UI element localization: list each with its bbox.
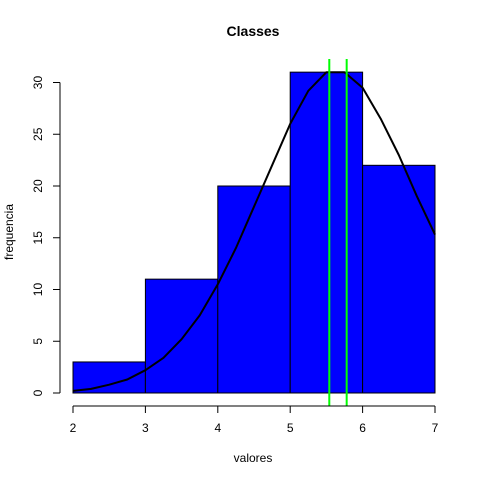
x-tick-label-6: 6 bbox=[359, 421, 366, 435]
y-tick-label-25: 25 bbox=[31, 127, 45, 141]
x-tick-label-3: 3 bbox=[142, 421, 149, 435]
y-tick-label-15: 15 bbox=[31, 231, 45, 245]
y-tick-label-10: 10 bbox=[31, 283, 45, 297]
y-axis-label: frequencia bbox=[2, 204, 16, 260]
y-tick-label-0: 0 bbox=[31, 389, 45, 396]
x-tick-label-4: 4 bbox=[214, 421, 221, 435]
y-axis: 0 5 10 15 20 25 30 bbox=[31, 76, 61, 396]
x-axis: 2 3 4 5 6 7 bbox=[70, 405, 439, 435]
density-curve-layer bbox=[72, 71, 436, 392]
x-tick-label-7: 7 bbox=[432, 421, 439, 435]
y-tick-label-5: 5 bbox=[31, 338, 45, 345]
histogram-bar-5 bbox=[362, 164, 436, 394]
histogram-bar-3 bbox=[217, 185, 291, 394]
histogram-bar-1 bbox=[72, 361, 146, 394]
x-tick-label-2: 2 bbox=[70, 421, 77, 435]
x-axis-label: valores bbox=[234, 451, 273, 465]
density-curve bbox=[72, 71, 436, 392]
chart-title: Classes bbox=[227, 23, 280, 39]
y-tick-label-30: 30 bbox=[31, 76, 45, 90]
x-tick-label-5: 5 bbox=[287, 421, 294, 435]
y-tick-label-20: 20 bbox=[31, 179, 45, 193]
histogram-bars bbox=[72, 71, 436, 394]
reference-lines bbox=[328, 59, 348, 406]
histogram-bar-2 bbox=[144, 278, 219, 394]
histogram-bar-4 bbox=[289, 71, 364, 394]
